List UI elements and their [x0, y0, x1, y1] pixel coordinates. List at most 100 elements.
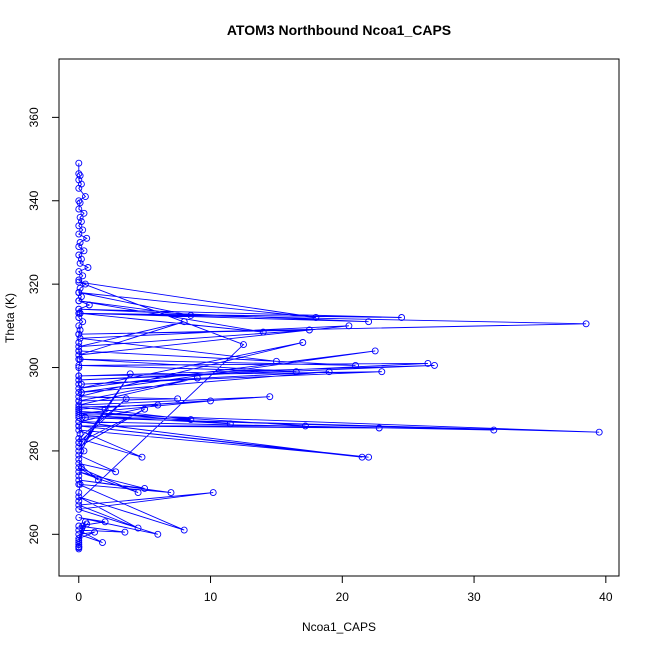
data-point: [325, 368, 333, 376]
data-point: [75, 361, 83, 369]
data-point: [75, 403, 83, 411]
data-point: [75, 347, 83, 355]
data-point: [75, 278, 83, 286]
data-point: [75, 505, 83, 513]
plot-frame: [58, 58, 620, 577]
data-point: [75, 493, 83, 501]
data-point: [240, 341, 247, 349]
data-point: [122, 395, 130, 403]
data-point: [305, 326, 313, 334]
data-point: [352, 361, 359, 369]
data-point: [75, 197, 83, 205]
data-point: [76, 259, 84, 267]
data-point: [76, 239, 84, 246]
data-point: [76, 326, 84, 334]
data-point: [75, 222, 83, 230]
data-point: [75, 380, 83, 388]
data-point: [154, 530, 162, 538]
data-point: [312, 314, 320, 321]
data-point: [79, 226, 87, 234]
data-point: [75, 243, 83, 251]
data-point: [91, 528, 99, 536]
data-point: [75, 339, 83, 346]
data-point: [81, 280, 89, 288]
data-point: [193, 374, 201, 382]
data-point: [375, 424, 383, 432]
data-point: [75, 443, 83, 451]
data-point: [75, 351, 83, 359]
data-point: [207, 397, 214, 405]
x-tick-label: 0: [75, 590, 82, 604]
data-point: [75, 541, 83, 549]
data-point: [75, 439, 83, 447]
data-point: [141, 405, 149, 413]
data-point: [75, 393, 83, 401]
data-point: [371, 347, 379, 355]
data-point: [154, 401, 162, 409]
data-point: [75, 314, 83, 321]
data-point: [77, 255, 85, 263]
data-point: [187, 416, 195, 424]
data-point: [75, 364, 83, 371]
data-point: [101, 518, 109, 526]
data-point: [75, 426, 83, 434]
y-axis: 260 280 300 320 340 360: [27, 107, 60, 544]
data-point: [85, 301, 93, 309]
data-point: [75, 407, 83, 415]
data-point: [75, 159, 83, 167]
data-point: [75, 305, 83, 313]
data-point: [180, 526, 188, 534]
data-point: [75, 268, 83, 276]
chart-title: ATOM3 Northbound Ncoa1_CAPS: [227, 22, 451, 38]
x-axis-label: Ncoa1_CAPS: [302, 620, 376, 634]
data-point: [80, 447, 88, 455]
data-point: [121, 528, 129, 536]
data-point: [75, 526, 83, 534]
data-point: [138, 453, 146, 461]
data-point: [75, 522, 83, 530]
data-point: [595, 428, 603, 436]
data-point: [431, 361, 438, 369]
data-point: [75, 389, 83, 396]
y-tick-label: 340: [27, 190, 41, 210]
data-point: [75, 330, 83, 338]
data-point: [80, 247, 88, 255]
data-point: [75, 184, 83, 192]
data-point: [75, 309, 83, 317]
data-point: [79, 318, 87, 326]
y-tick-label: 320: [27, 274, 41, 294]
data-point: [75, 476, 83, 484]
data-point: [75, 514, 83, 522]
data-point: [299, 339, 307, 346]
x-tick-label: 10: [204, 590, 218, 604]
y-tick-label: 260: [27, 524, 41, 544]
data-point: [76, 172, 84, 180]
x-tick-label: 30: [467, 590, 481, 604]
data-point: [259, 328, 267, 336]
data-point: [75, 230, 83, 238]
data-point: [76, 199, 84, 207]
data-point: [75, 472, 83, 480]
data-point: [272, 357, 280, 365]
data-point: [301, 422, 309, 430]
x-tick-label: 20: [336, 590, 350, 604]
data-point: [582, 320, 590, 328]
data-point: [83, 520, 91, 528]
data-point: [358, 453, 366, 461]
plot-area: [75, 159, 603, 553]
y-tick-label: 280: [27, 441, 41, 461]
data-point: [75, 434, 83, 442]
data-point: [141, 484, 149, 492]
data-point: [226, 420, 234, 428]
data-point: [76, 213, 84, 221]
data-point: [266, 393, 274, 401]
data-point: [75, 489, 83, 497]
data-point: [365, 453, 373, 461]
data-point: [167, 489, 175, 497]
data-point: [292, 368, 300, 376]
data-point: [134, 489, 142, 497]
data-point: [75, 372, 83, 380]
data-point: [180, 318, 188, 326]
data-point: [79, 522, 87, 530]
